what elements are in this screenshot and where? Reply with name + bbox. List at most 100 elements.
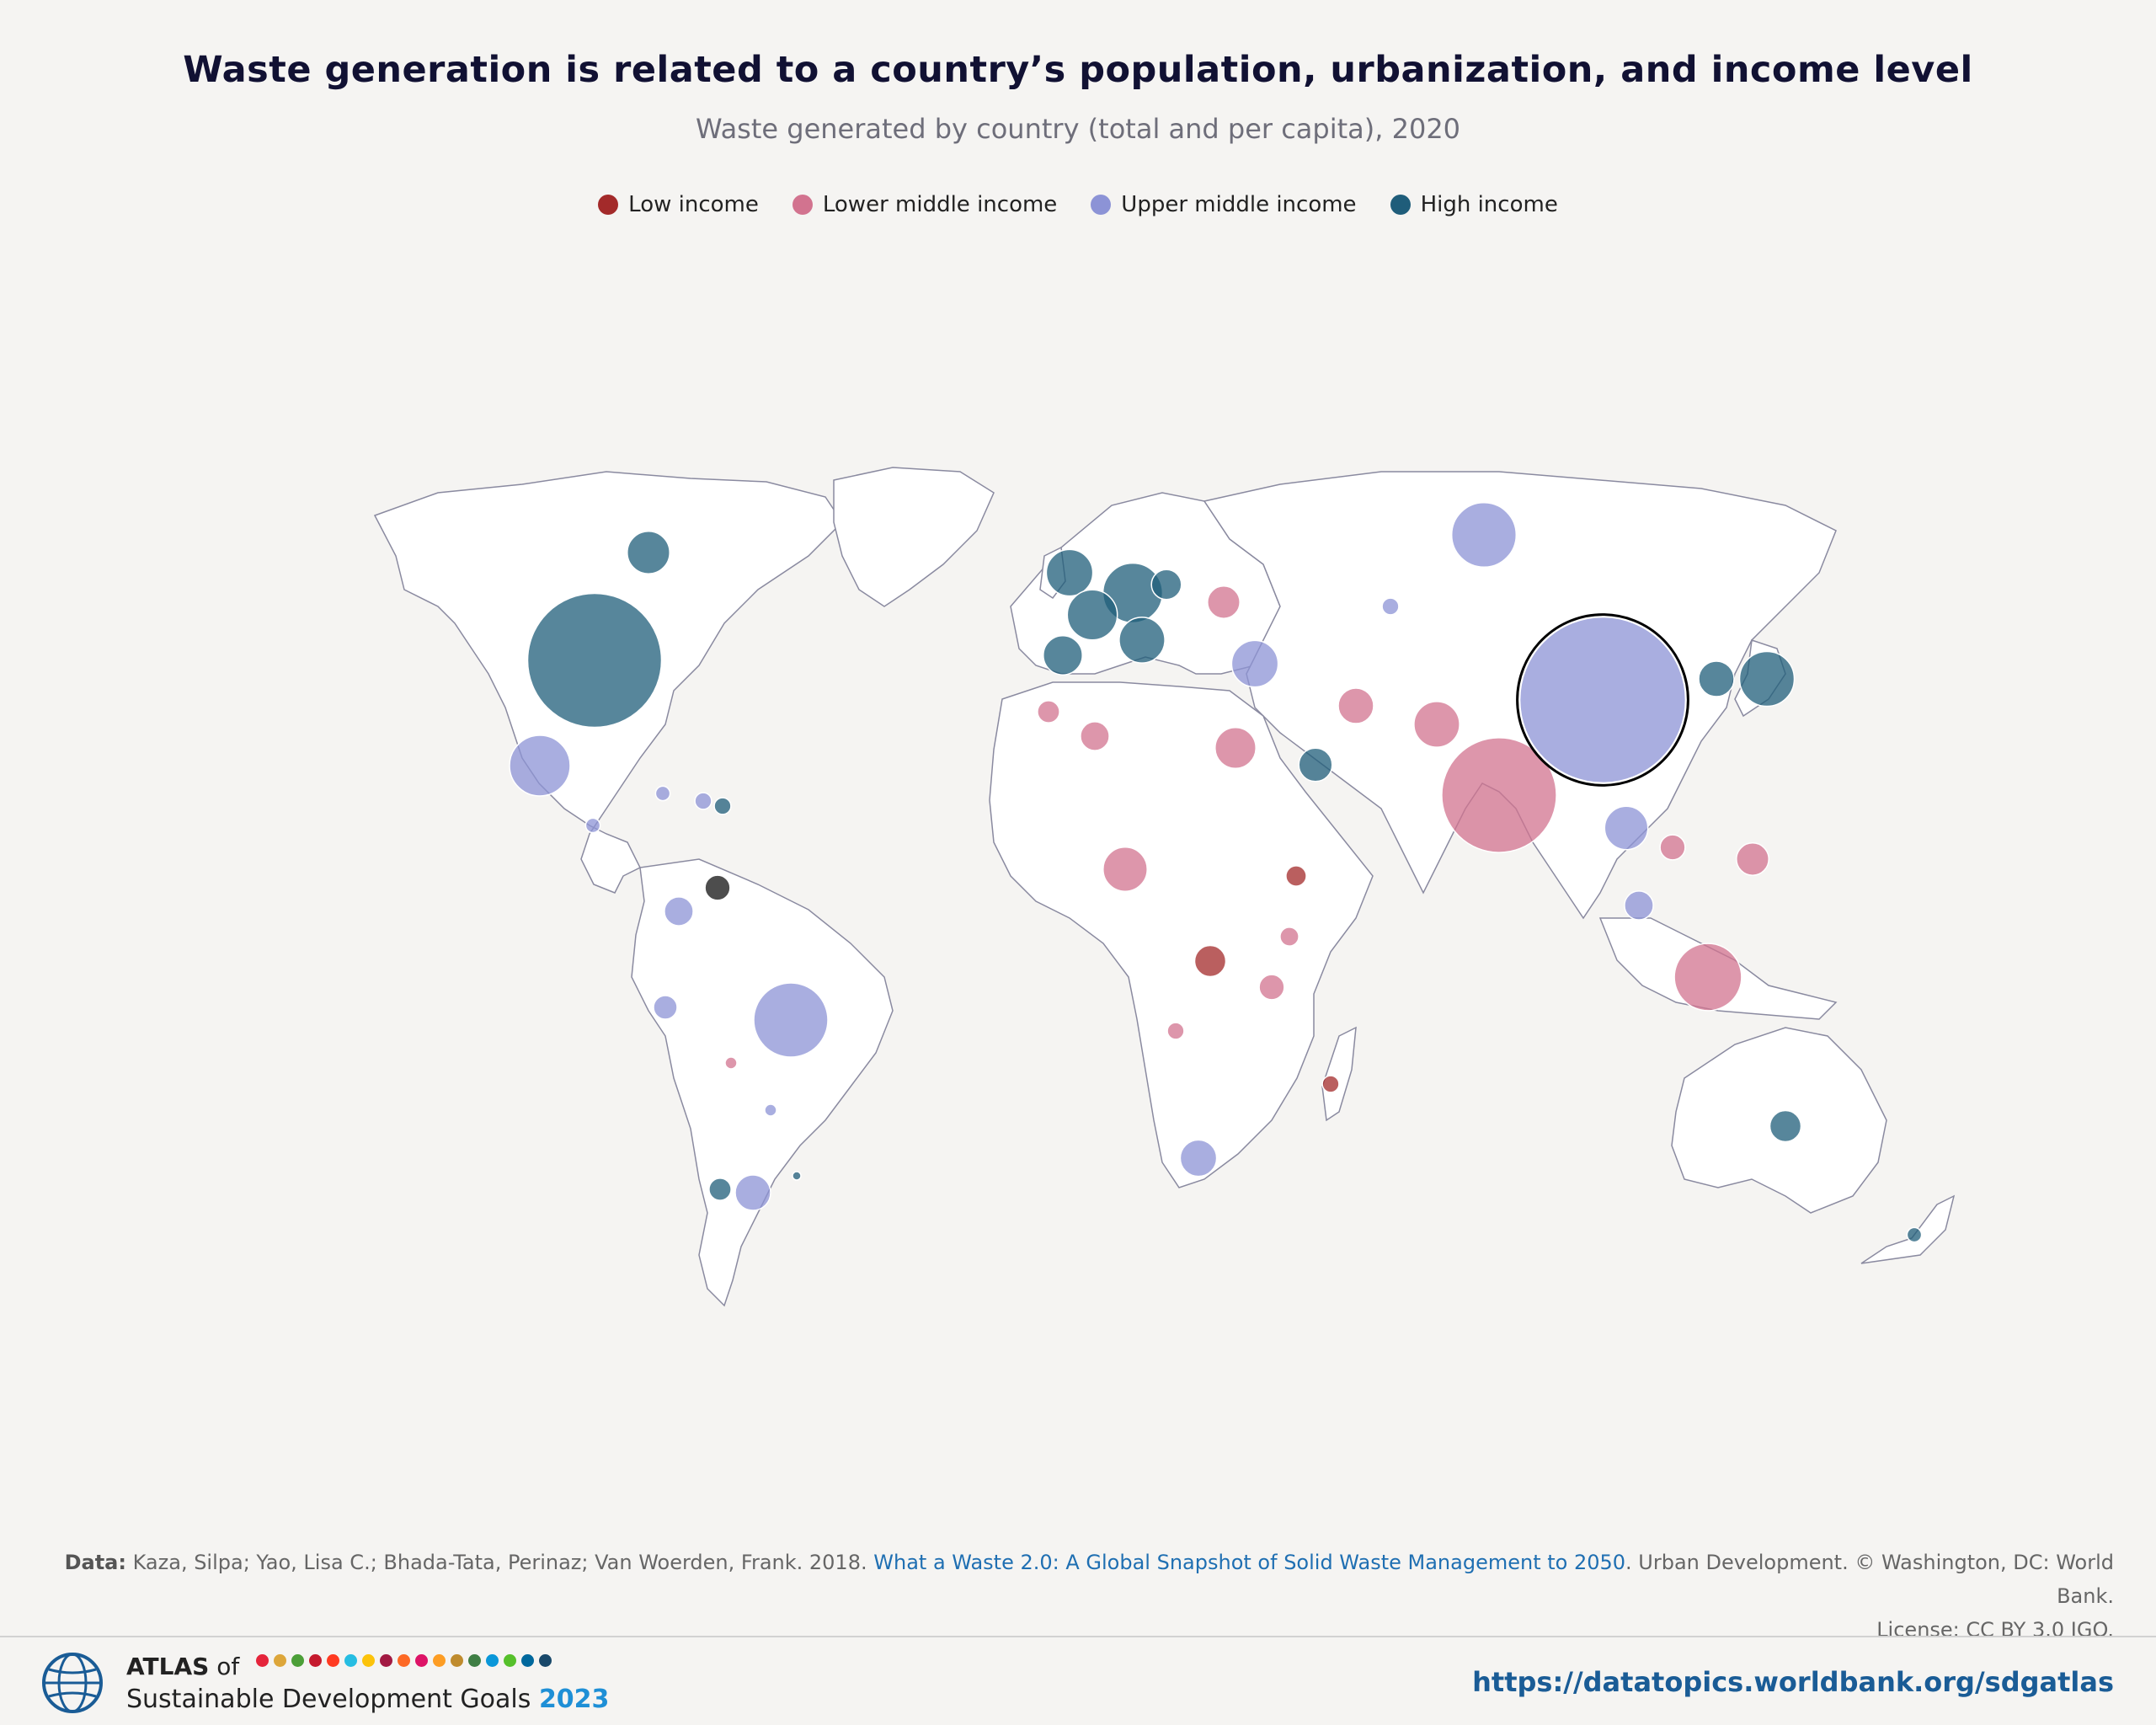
source-link[interactable]: What a Waste 2.0: A Global Snapshot of S…: [873, 1551, 1626, 1574]
sdg-dot: [521, 1654, 534, 1667]
bubble-france[interactable]: [1066, 589, 1118, 641]
bubble-algeria[interactable]: [1080, 721, 1110, 751]
bubble-united-states[interactable]: [526, 592, 663, 729]
bubble-malaysia[interactable]: [1624, 890, 1654, 921]
bubble-uruguay[interactable]: [792, 1171, 802, 1181]
bubble-chile[interactable]: [708, 1178, 732, 1201]
bubble-turkey[interactable]: [1230, 639, 1279, 688]
bubble-indonesia[interactable]: [1673, 943, 1742, 1012]
sdg-dot: [504, 1654, 516, 1667]
bubble-south-africa[interactable]: [1179, 1139, 1218, 1178]
bubble-guatemala[interactable]: [584, 817, 601, 834]
legend-item-upper-middle-income[interactable]: Upper middle income: [1091, 192, 1357, 217]
bubble-kenya[interactable]: [1279, 927, 1299, 947]
landmass-africa: [989, 681, 1374, 1188]
sdg-color-dots: [256, 1654, 552, 1667]
atlas-url-link[interactable]: https://datatopics.worldbank.org/sdgatla…: [1472, 1666, 2114, 1698]
legend-swatch: [598, 195, 619, 215]
chart-subtitle: Waste generated by country (total and pe…: [695, 113, 1461, 145]
legend-label: Lower middle income: [822, 192, 1058, 217]
legend-label: High income: [1420, 192, 1558, 217]
footer-divider: [0, 1636, 2156, 1637]
bubble-madagascar[interactable]: [1321, 1075, 1340, 1093]
landmass-new-zealand: [1860, 1194, 1956, 1264]
bubble-ukraine[interactable]: [1207, 585, 1241, 619]
bubble-morocco[interactable]: [1037, 700, 1060, 724]
bubble-united-kingdom[interactable]: [1045, 548, 1094, 597]
bubbles-layer: [509, 501, 1923, 1243]
bubble-japan[interactable]: [1738, 650, 1796, 708]
source-label: Data:: [64, 1551, 126, 1574]
source-line: Data: Kaza, Silpa; Yao, Lisa C.; Bhada-T…: [25, 1546, 2114, 1613]
bubble-venezuela[interactable]: [704, 874, 731, 901]
bubble-paraguay[interactable]: [764, 1103, 777, 1117]
sdg-dot: [256, 1654, 269, 1667]
bubble-new-zealand[interactable]: [1906, 1226, 1923, 1243]
bubble-poland[interactable]: [1150, 569, 1182, 601]
bubble-colombia[interactable]: [664, 896, 694, 927]
bubble-thailand[interactable]: [1604, 805, 1649, 851]
sdg-dot: [433, 1654, 446, 1667]
bubble-india[interactable]: [1441, 737, 1557, 853]
sdg-dot: [451, 1654, 463, 1667]
sdg-dot: [344, 1654, 357, 1667]
bubble-egypt[interactable]: [1214, 727, 1257, 769]
sdg-dot: [327, 1654, 339, 1667]
bubble-spain[interactable]: [1043, 635, 1083, 676]
bubble-philippines[interactable]: [1736, 842, 1769, 876]
legend-swatch: [1091, 195, 1112, 215]
legend-item-lower-middle-income[interactable]: Lower middle income: [792, 192, 1057, 217]
bubble-puerto-rico[interactable]: [713, 797, 732, 815]
legend: Low income Lower middle income Upper mid…: [0, 192, 2156, 217]
sdg-brand: Sustainable Development Goals 2023: [126, 1685, 609, 1714]
bubble-canada[interactable]: [627, 531, 670, 574]
legend-item-high-income[interactable]: High income: [1390, 192, 1558, 217]
sdg-dot: [468, 1654, 481, 1667]
bubble-saudi-arabia[interactable]: [1298, 747, 1333, 782]
source-note: Data: Kaza, Silpa; Yao, Lisa C.; Bhada-T…: [25, 1546, 2114, 1647]
bubble-russian-federation[interactable]: [1450, 501, 1518, 569]
bubble-nigeria[interactable]: [1102, 846, 1148, 892]
atlas-word: ATLAS: [126, 1653, 210, 1680]
bubble-ethiopia[interactable]: [1285, 865, 1307, 887]
bubble-kazakhstan[interactable]: [1381, 597, 1400, 616]
bubble-peru[interactable]: [653, 995, 678, 1020]
world-bank-globe-icon: [42, 1653, 103, 1713]
legend-label: Low income: [628, 192, 759, 217]
legend-swatch: [1390, 195, 1411, 215]
sdg-title: Sustainable Development Goals: [126, 1685, 531, 1714]
legend-item-low-income[interactable]: Low income: [598, 192, 759, 217]
bubble-argentina[interactable]: [734, 1174, 771, 1211]
license-line: License: CC BY 3.0 IGO.: [1876, 1618, 2114, 1642]
bubble-australia[interactable]: [1769, 1109, 1802, 1143]
sdg-dot: [362, 1654, 375, 1667]
chart-title: Waste generation is related to a country…: [183, 49, 1973, 91]
sdg-dot: [274, 1654, 286, 1667]
bubble-italy[interactable]: [1118, 617, 1166, 664]
bubble-tanzania[interactable]: [1258, 974, 1285, 1001]
atlas-of: of: [216, 1653, 240, 1680]
source-text: Kaza, Silpa; Yao, Lisa C.; Bhada-Tata, P…: [132, 1551, 867, 1574]
atlas-brand: ATLAS of: [126, 1653, 239, 1680]
bubble-cuba[interactable]: [654, 785, 671, 802]
sdg-dot: [539, 1654, 552, 1667]
landmass-greenland: [833, 467, 995, 607]
bubble-china[interactable]: [1518, 616, 1687, 784]
sdg-dot: [309, 1654, 322, 1667]
bubble-iran[interactable]: [1337, 687, 1374, 724]
sdg-dot: [415, 1654, 428, 1667]
bubble-bolivia[interactable]: [724, 1056, 738, 1070]
bubble-pakistan[interactable]: [1413, 701, 1460, 748]
sdg-dot: [398, 1654, 410, 1667]
legend-label: Upper middle income: [1121, 192, 1357, 217]
bubble-mexico[interactable]: [509, 734, 571, 797]
sdg-dot: [291, 1654, 304, 1667]
bubble-brazil[interactable]: [753, 982, 829, 1058]
sdg-dot: [380, 1654, 392, 1667]
bubble-korea-rep-[interactable]: [1698, 660, 1735, 697]
landmass-madagascar: [1321, 1026, 1357, 1122]
bubble-dominican-republic[interactable]: [694, 792, 712, 810]
bubble-viet-nam[interactable]: [1659, 834, 1686, 861]
bubble-angola[interactable]: [1166, 1022, 1185, 1040]
bubble-congo-dem-rep-[interactable]: [1193, 944, 1227, 978]
